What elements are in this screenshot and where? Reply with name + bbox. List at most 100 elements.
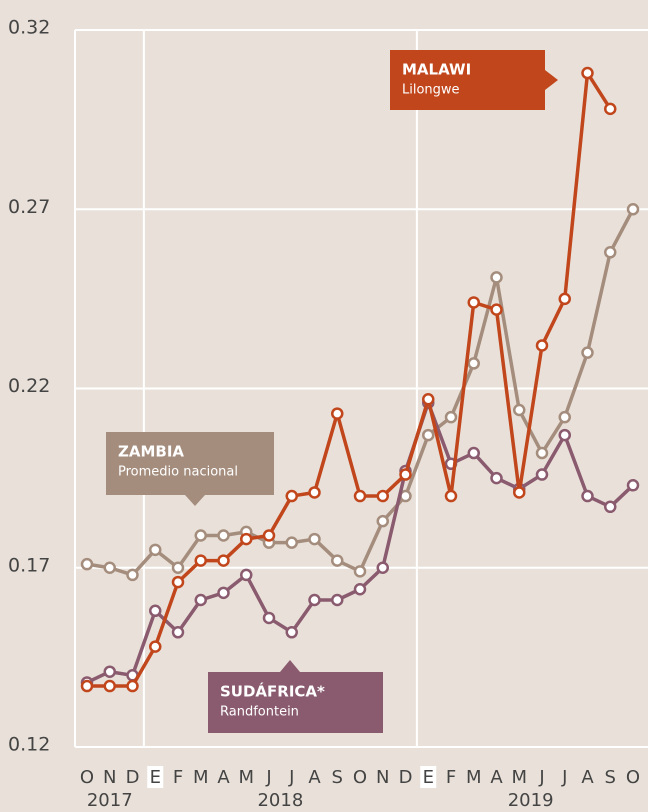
y-tick-label: 0.12 — [8, 734, 50, 756]
data-point — [217, 529, 230, 542]
x-tick-label: J — [265, 767, 271, 788]
data-point — [490, 271, 503, 284]
x-tick-label: J — [288, 767, 294, 788]
data-point — [535, 468, 549, 481]
data-point — [353, 489, 367, 503]
year-start-highlight — [420, 766, 437, 788]
data-point — [513, 486, 526, 499]
data-point — [103, 679, 116, 693]
data-point — [217, 586, 230, 600]
data-point — [240, 532, 253, 546]
data-point — [149, 604, 162, 618]
data-point — [558, 292, 571, 306]
data-point — [353, 565, 367, 578]
x-tick-label: J — [561, 767, 567, 788]
data-point — [604, 246, 617, 259]
x-tick-label: O — [80, 767, 94, 788]
data-point — [80, 557, 94, 571]
legend-title: ZAMBIA — [118, 443, 184, 461]
data-point — [126, 679, 139, 693]
bottom-background — [0, 747, 648, 812]
x-tick-label: A — [308, 767, 321, 788]
legend-subtitle: Lilongwe — [402, 83, 460, 98]
year-label: 2018 — [257, 790, 303, 811]
data-point — [444, 489, 458, 503]
x-tick-label: D — [399, 767, 413, 788]
data-point — [376, 489, 389, 503]
data-point — [490, 303, 503, 316]
x-tick-label: S — [332, 767, 343, 788]
y-tick-label: 0.22 — [8, 375, 50, 397]
x-tick-label: M — [238, 767, 254, 788]
data-point — [376, 561, 389, 574]
data-point — [490, 471, 503, 485]
legend-box — [106, 432, 274, 495]
data-point — [467, 296, 480, 309]
data-point — [285, 626, 298, 639]
data-point — [308, 593, 321, 607]
x-tick-label: E — [423, 767, 434, 788]
legend-pointer — [280, 660, 300, 672]
data-point — [467, 357, 480, 370]
data-point — [581, 66, 594, 80]
x-tick-label: J — [538, 767, 544, 788]
plot-background — [75, 0, 648, 747]
data-point — [535, 446, 549, 460]
x-tick-label: N — [103, 767, 116, 788]
data-point — [331, 407, 344, 420]
data-point — [422, 393, 435, 406]
data-point — [103, 561, 116, 574]
left-background — [0, 0, 75, 812]
data-point — [331, 554, 344, 567]
data-point — [353, 583, 367, 596]
data-point — [444, 410, 458, 424]
series-line — [87, 71, 612, 688]
data-point — [331, 593, 344, 607]
x-tick-label: M — [511, 767, 527, 788]
y-tick-label: 0.32 — [8, 17, 50, 39]
legend-entry: SUDÁFRICA* Randfontein — [208, 660, 383, 733]
legend-entry: ZAMBIA Promedio nacional — [106, 432, 274, 506]
x-tick-label: O — [353, 767, 367, 788]
y-tick-label: 0.17 — [8, 554, 50, 576]
year-label: 2017 — [87, 790, 133, 811]
data-point — [604, 500, 617, 514]
x-tick-label: A — [581, 767, 594, 788]
data-point — [626, 479, 640, 492]
data-point — [240, 568, 253, 582]
data-point — [422, 428, 435, 442]
data-point — [626, 203, 640, 216]
legend-pointer — [185, 495, 205, 506]
legend-pointer — [545, 70, 558, 90]
data-point — [376, 514, 389, 528]
legend-box — [208, 672, 383, 733]
x-tick-label: D — [126, 767, 140, 788]
data-point — [535, 339, 549, 352]
data-point — [308, 532, 321, 546]
x-tick-label: N — [376, 767, 389, 788]
data-point — [285, 489, 298, 503]
data-point — [194, 593, 207, 607]
data-point — [149, 543, 162, 557]
legend-subtitle: Randfontein — [220, 705, 299, 720]
data-point — [308, 486, 321, 499]
x-tick-label: A — [490, 767, 503, 788]
data-point — [581, 489, 594, 503]
legend-title: MALAWI — [402, 61, 471, 79]
data-point — [194, 529, 207, 542]
data-point — [285, 536, 298, 549]
legend-title: SUDÁFRICA* — [220, 682, 325, 701]
x-tick-label: E — [150, 767, 161, 788]
x-tick-label: O — [626, 767, 640, 788]
year-start-highlight — [147, 766, 164, 788]
data-point — [126, 568, 139, 582]
data-point — [171, 575, 185, 589]
x-tick-label: M — [193, 767, 209, 788]
data-point — [103, 665, 116, 678]
data-point — [262, 611, 276, 625]
legend-box — [390, 50, 545, 110]
x-tick-label: F — [173, 767, 183, 788]
data-point — [581, 346, 594, 359]
data-point — [171, 561, 185, 574]
